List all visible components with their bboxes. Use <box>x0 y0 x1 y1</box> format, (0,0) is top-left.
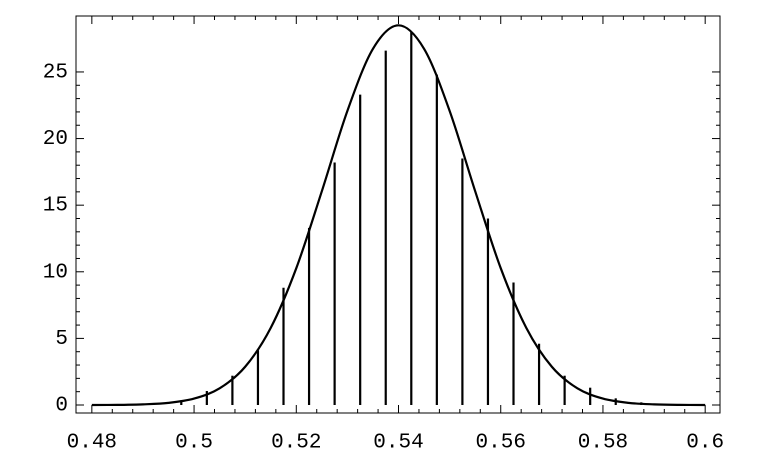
x-tick-label: 0.56 <box>476 432 526 455</box>
x-tick-label: 0.58 <box>578 432 628 455</box>
x-tick-label: 0.48 <box>67 432 117 455</box>
y-tick-label: 25 <box>43 61 68 84</box>
y-tick-label: 10 <box>43 261 68 284</box>
y-tick-label: 5 <box>55 328 68 351</box>
y-tick-label: 20 <box>43 128 68 151</box>
x-tick-label: 0.6 <box>686 432 724 455</box>
curve <box>91 24 706 407</box>
x-tick-label: 0.5 <box>175 432 213 455</box>
x-tick-label: 0.54 <box>373 432 423 455</box>
y-tick-label: 15 <box>43 195 68 218</box>
y-tick-label: 0 <box>55 395 68 418</box>
plot-frame <box>75 15 721 414</box>
x-tick-label: 0.52 <box>271 432 321 455</box>
